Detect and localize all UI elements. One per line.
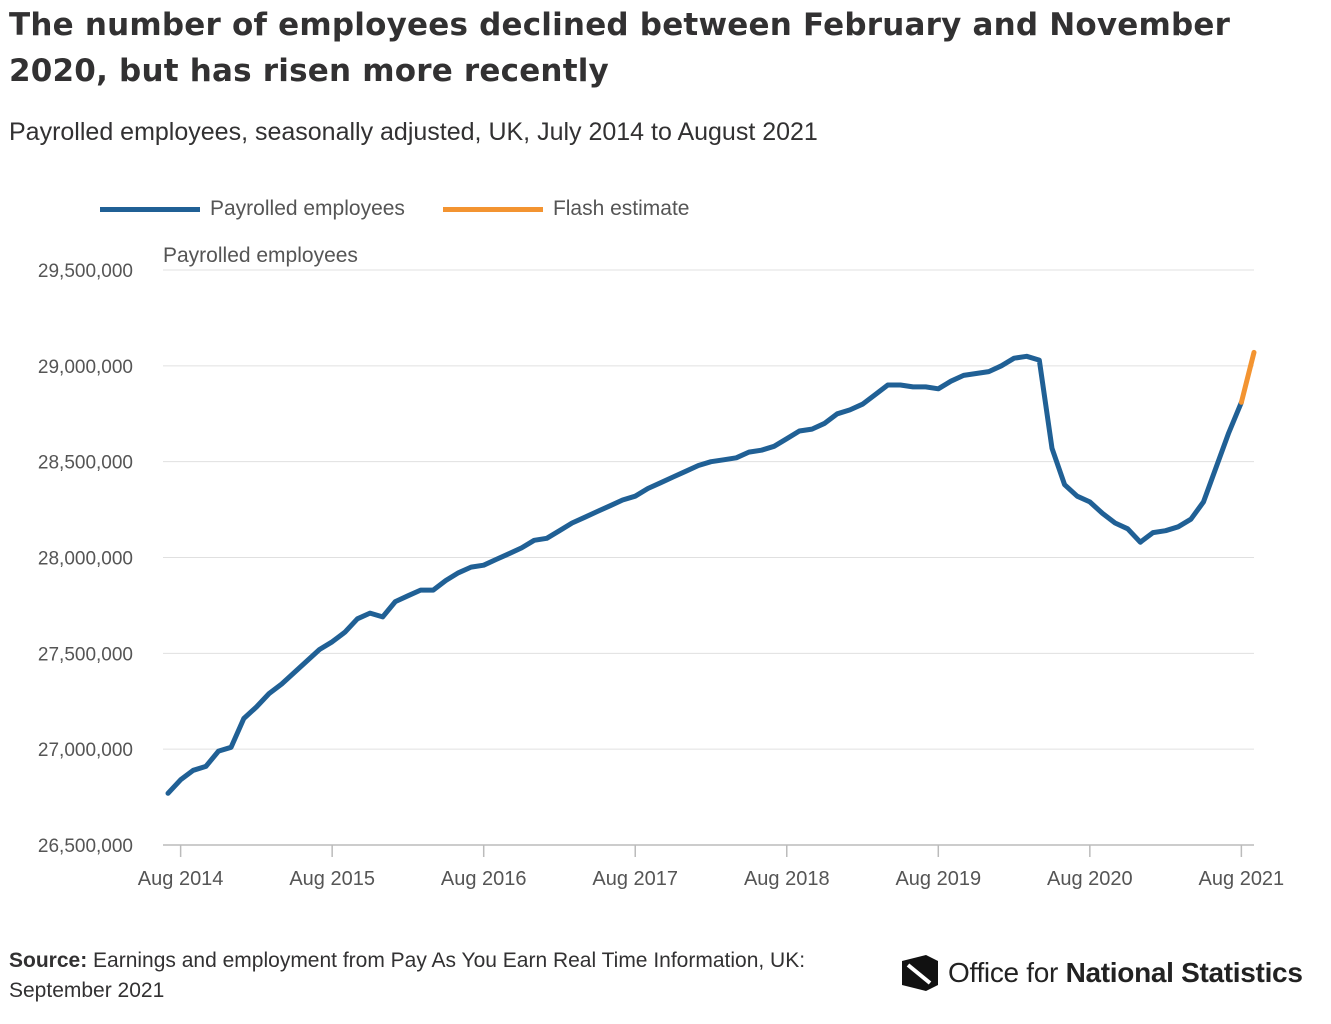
x-tick-label: Aug 2018 <box>744 868 830 890</box>
x-tick-label: Aug 2021 <box>1199 868 1285 890</box>
chart-axes: 26,500,000 27,000,000 27,500,000 28,000,000… <box>38 261 1284 890</box>
y-axis-title: Payrolled employees <box>163 244 358 267</box>
grid-lines <box>163 269 1254 846</box>
y-tick-label: 26,500,000 <box>38 836 133 857</box>
chart-series <box>165 349 1257 796</box>
ons-logo-text-bold: National Statistics <box>1065 957 1303 988</box>
ons-logo-text-regular: Office for <box>948 957 1066 988</box>
y-tick-label: 27,000,000 <box>38 740 133 761</box>
chart-title: The number of employees declined between… <box>9 7 1231 89</box>
x-tick-label: Aug 2020 <box>1047 868 1133 890</box>
series-line-flash-estimate <box>1238 349 1257 405</box>
ons-logo-text: Office for National Statistics <box>948 957 1303 989</box>
line-chart: 26,500,000 27,000,000 27,500,000 28,000,000… <box>38 244 1284 890</box>
ons-logo-icon <box>902 955 938 991</box>
series-line-payrolled-employees <box>165 353 1244 796</box>
y-tick-label: 27,500,000 <box>38 644 133 665</box>
legend-swatch-flash <box>442 206 543 212</box>
chart-subtitle: Payrolled employees, seasonally adjusted… <box>9 118 818 146</box>
y-tick-label: 29,000,000 <box>38 357 133 378</box>
x-tick-label: Aug 2017 <box>592 868 678 890</box>
x-tick-label: Aug 2016 <box>441 868 527 890</box>
source-text: Earnings and employment from Pay As You … <box>9 949 806 1002</box>
chart-legend: Payrolled employees Flash estimate <box>100 193 728 225</box>
legend-label-payrolled: Payrolled employees <box>210 197 405 220</box>
y-tick-label: 29,500,000 <box>38 261 133 282</box>
legend-item-payrolled: Payrolled employees <box>100 197 405 221</box>
legend-label-flash: Flash estimate <box>552 197 690 220</box>
legend-swatch-payrolled <box>100 206 200 212</box>
x-tick-label: Aug 2014 <box>138 868 224 890</box>
y-tick-label: 28,500,000 <box>38 453 133 474</box>
ons-logo: Office for National Statistics <box>900 952 1303 994</box>
source-note: Source: Earnings and employment from Pay… <box>9 946 889 1006</box>
legend-item-flash: Flash estimate <box>442 197 690 221</box>
x-tick-label: Aug 2015 <box>289 868 375 890</box>
source-label: Source: <box>9 949 88 972</box>
y-tick-label: 28,000,000 <box>38 549 133 570</box>
x-tick-label: Aug 2019 <box>895 868 981 890</box>
